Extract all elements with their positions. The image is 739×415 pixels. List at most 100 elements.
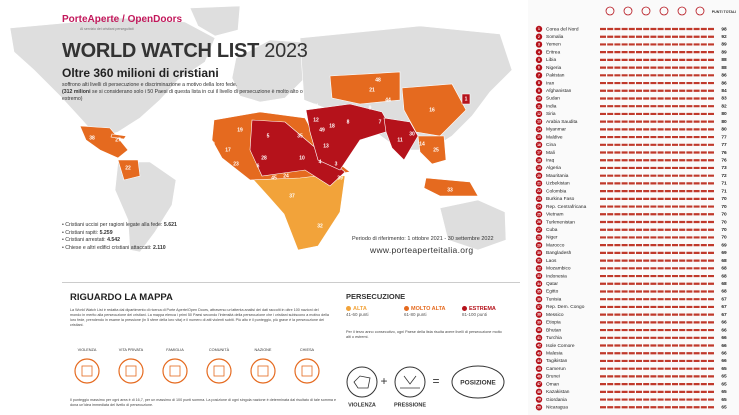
sphere-icon — [118, 358, 144, 384]
rank-number: 3 — [538, 43, 540, 47]
rank-number: 10 — [537, 97, 541, 101]
rank-badge — [535, 234, 543, 241]
column-icon — [605, 6, 615, 16]
score: 71 — [721, 181, 727, 187]
rank-badge — [535, 195, 543, 203]
country: Turchia — [546, 335, 562, 341]
map-rank: 10 — [299, 155, 305, 161]
score: 67 — [721, 296, 727, 302]
country: Tunisia — [546, 296, 562, 302]
column-icon — [677, 6, 687, 16]
country: Somalia — [546, 34, 564, 40]
map-rank: 45 — [271, 175, 277, 181]
map-rank: 35 — [297, 133, 303, 139]
rank-badge — [535, 72, 543, 79]
sphere-icon — [206, 358, 232, 384]
rank-number: 40 — [537, 328, 541, 332]
rank-badge — [535, 187, 543, 195]
rank-number: 9 — [538, 89, 540, 93]
stat-label: Cristiani rapiti: — [65, 229, 99, 236]
rank-badge — [535, 280, 543, 287]
rank-badge — [535, 396, 543, 403]
map-rank: 32 — [317, 223, 323, 229]
country: Mauritania — [546, 173, 569, 179]
country: Eritrea — [546, 49, 560, 55]
rank-number: 46 — [537, 374, 541, 378]
rank-number: 38 — [537, 313, 541, 317]
rank-badge — [535, 25, 543, 33]
map-rank: 18 — [329, 123, 335, 129]
rank-number: 7 — [538, 73, 540, 77]
rank-number: 36 — [537, 297, 541, 301]
press-icon — [400, 375, 420, 389]
sphere-label: FAMIGLIA — [166, 348, 184, 352]
map-rank: 6 — [257, 163, 260, 169]
map-rank: 23 — [233, 161, 239, 167]
stat-label: Cristiani arrestati: — [65, 237, 106, 243]
country: Colombia — [546, 188, 567, 194]
sphere-label: NAZIONE — [254, 348, 272, 352]
rank-number: 4 — [538, 50, 540, 54]
rank-number: 5 — [538, 58, 540, 62]
country: Rep. Dem. Congo — [546, 304, 585, 310]
score: 70 — [721, 212, 727, 218]
column-icon — [623, 6, 633, 16]
rank-badge — [535, 141, 543, 148]
score: 76 — [721, 150, 727, 156]
position-oval — [451, 365, 505, 399]
divider — [62, 282, 520, 283]
rank-badge — [535, 87, 543, 94]
country: Brunei — [546, 374, 560, 380]
rank-number: 19 — [537, 166, 541, 170]
country: Indonesia — [546, 273, 567, 279]
north-america — [9, 17, 216, 139]
score: 65 — [721, 389, 727, 395]
rank-badge — [535, 357, 543, 365]
rank-number: 49 — [537, 398, 541, 402]
country: Etiopia — [546, 320, 561, 326]
legend-swatch — [404, 306, 409, 312]
rank-badge — [535, 172, 543, 179]
column-icon — [659, 6, 669, 16]
score: 84 — [721, 88, 727, 94]
mexico-central-america — [79, 125, 129, 159]
sphere: VIOLENZA — [62, 348, 112, 387]
map-rank: 3 — [335, 161, 338, 167]
country: Sudan — [546, 96, 560, 102]
country: Egitto — [546, 289, 559, 295]
formula-b: PRESSIONE — [394, 402, 426, 408]
stat: • Cristiani rapiti: 5.259 — [62, 230, 177, 238]
sphere: COMUNITÀ — [194, 348, 244, 387]
sphere-label: VITA PRIVATA — [118, 348, 144, 352]
rank-badge — [535, 342, 543, 349]
title: WORLD WATCH LIST 2023 — [62, 40, 308, 63]
score: 70 — [721, 196, 727, 202]
country: Vietnam — [546, 212, 564, 218]
sphere-icon — [162, 358, 188, 384]
map-rank: 16 — [429, 107, 435, 113]
map-rank: 5 — [267, 133, 270, 139]
sphere-icon — [250, 358, 276, 384]
map-rank: 37 — [289, 193, 295, 199]
score: 86 — [721, 73, 727, 79]
rank-number: 27 — [537, 228, 541, 232]
rank-badge — [535, 110, 543, 118]
stat-bullet: • — [62, 237, 66, 243]
south-america — [114, 161, 177, 253]
rank-number: 18 — [537, 158, 541, 162]
url[interactable]: www.porteaperteitalia.org — [370, 245, 474, 255]
legend-range: 81-100 punti — [462, 312, 488, 317]
country: Uzbekistan — [546, 181, 570, 187]
sphere-glyph — [125, 365, 137, 377]
rank-number: 39 — [537, 320, 541, 324]
rank-number: 24 — [537, 205, 541, 209]
rank-number: 26 — [537, 220, 541, 224]
map-rank: 2 — [349, 183, 352, 189]
rank-number: 14 — [537, 127, 541, 131]
sphere: NAZIONE — [238, 348, 288, 387]
sphere: CHIESA — [282, 348, 332, 387]
rank-number: 35 — [537, 290, 541, 294]
tagline: Al servizio dei cristiani perseguitati — [80, 27, 134, 31]
country: Siria — [546, 111, 556, 117]
formula-a: VIOLENZA — [348, 402, 376, 408]
